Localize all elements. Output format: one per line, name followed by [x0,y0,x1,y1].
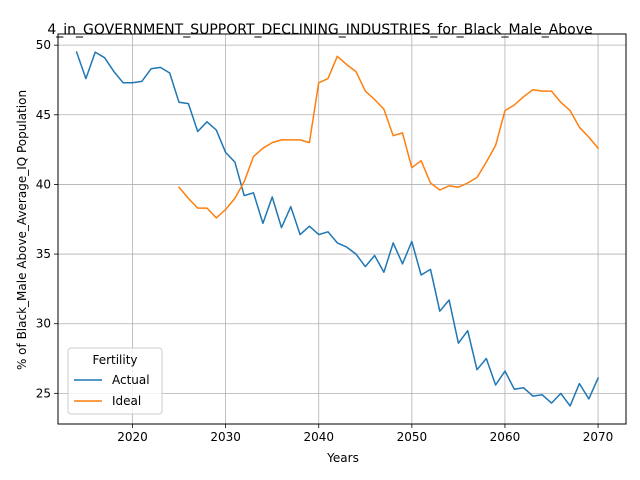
x-tick-label: 2020 [117,430,148,444]
series-line-ideal [177,55,600,219]
legend-label-ideal: Ideal [112,394,141,408]
x-tick-label: 2040 [303,430,334,444]
grid-lines [58,34,626,424]
series-lines [75,51,600,407]
y-tick-label: 40 [36,177,51,191]
x-axis-label: Years [326,451,359,465]
y-tick-label: 45 [36,108,51,122]
chart-title: 4_in_GOVERNMENT_SUPPORT_DECLINING_INDUST… [47,22,592,38]
y-axis-ticks: 25 30 35 40 45 50 [36,38,58,400]
x-tick-label: 2030 [210,430,241,444]
y-axis-label: % of Black_Male Above_Average_IQ Populat… [15,90,29,370]
x-tick-label: 2050 [397,430,428,444]
x-tick-label: 2070 [583,430,614,444]
legend: Fertility Actual Ideal [67,347,163,415]
legend-box [67,347,163,415]
plot-area-frame [57,33,627,425]
y-tick-label: 35 [36,247,51,261]
x-tick-label: 2060 [490,430,521,444]
x-axis-ticks: 2020 2030 2040 2050 2060 2070 [117,424,613,444]
legend-title: Fertility [92,353,137,367]
legend-label-actual: Actual [112,373,150,387]
y-tick-label: 30 [36,317,51,331]
y-tick-label: 50 [36,38,51,52]
y-tick-label: 25 [36,386,51,400]
series-line-actual [75,51,600,407]
